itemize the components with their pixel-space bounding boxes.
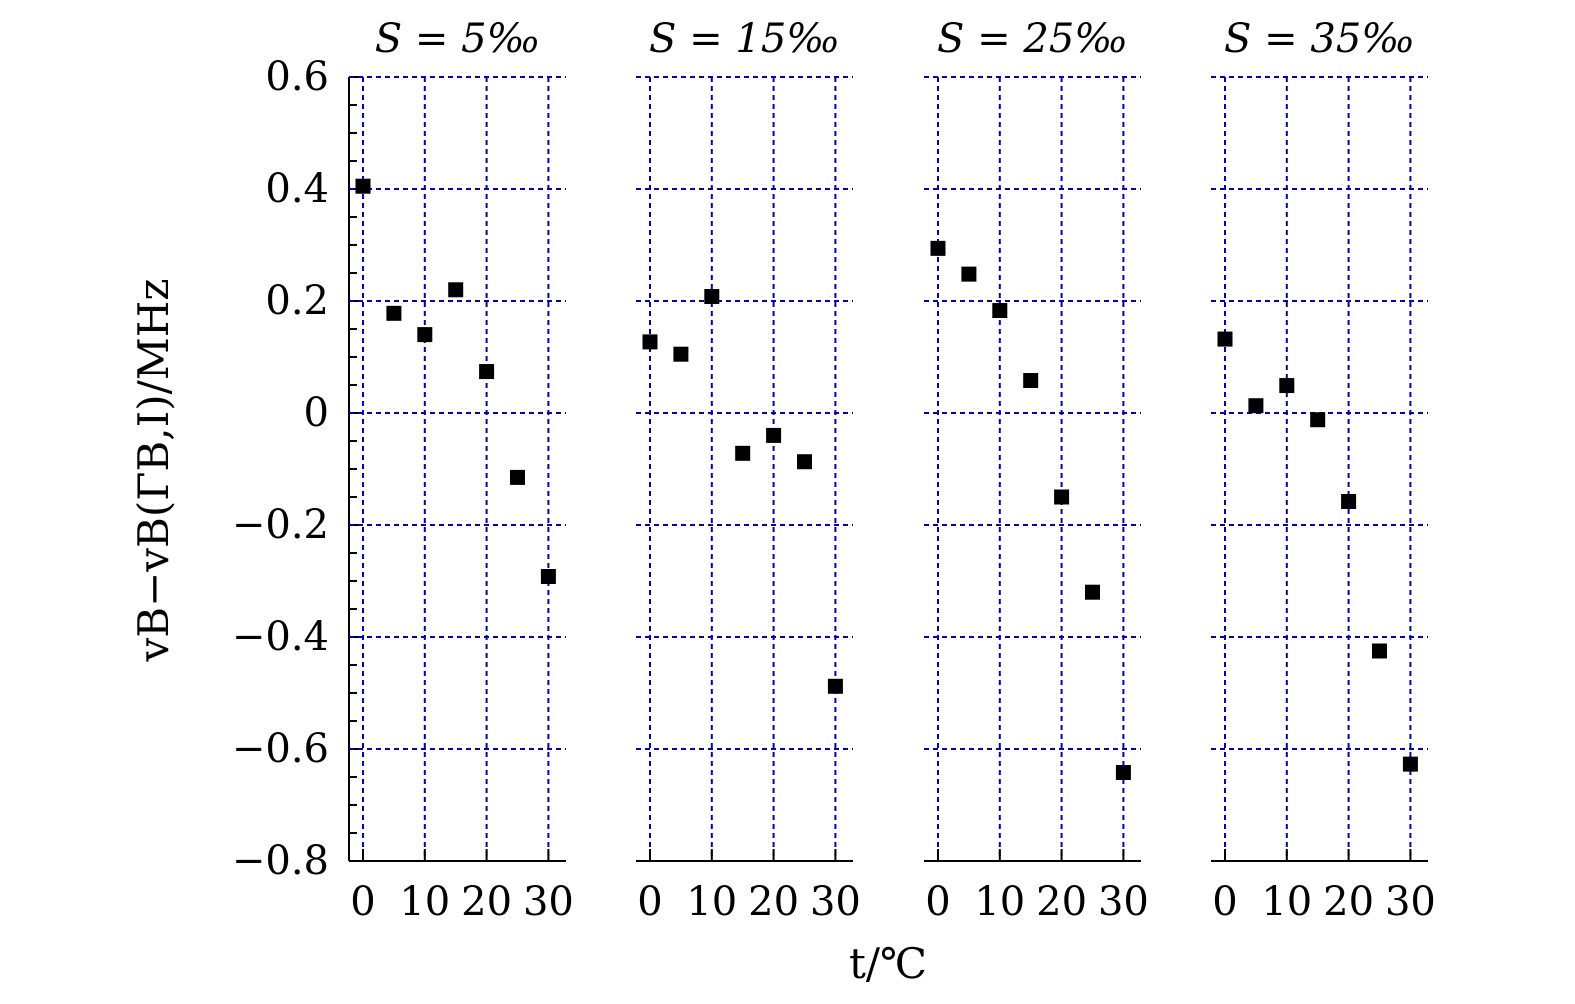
y-tick-label: 0.2 <box>265 278 329 324</box>
data-point <box>1248 398 1264 414</box>
data-point <box>797 454 812 470</box>
y-tick-label: 0.4 <box>265 166 329 212</box>
panels: 0 10 20 30S = 5‰0 10 20 30S = 15‰0 10 20 30S = 25… <box>349 16 1436 925</box>
data-point <box>510 469 525 485</box>
x-tick-label: 10 <box>974 879 1025 925</box>
data-point <box>1085 584 1100 600</box>
data-point <box>1341 493 1357 509</box>
data-point <box>1023 373 1039 389</box>
x-tick-label: 0 <box>1212 879 1237 925</box>
y-tick-label: 0.6 <box>265 54 329 100</box>
data-point <box>417 327 433 343</box>
panel-4: 0 10 20 30 S = 35‰ <box>1211 16 1436 925</box>
y-axis: 0.6 0.4 0.2 0 −0.2 −0.4 −0.6 −0.8 <box>232 54 363 884</box>
y-tick-label: −0.4 <box>232 614 329 660</box>
panel-title: S = 35‰ <box>1224 16 1415 62</box>
panel-2: 0 10 20 30 S = 15‰ <box>636 16 861 925</box>
data-point <box>642 334 658 350</box>
data-point <box>1279 378 1295 394</box>
x-tick-label: 10 <box>686 879 737 925</box>
data-point <box>448 282 464 298</box>
y-tick-label: −0.2 <box>232 502 329 548</box>
y-tick-label: −0.8 <box>232 838 329 884</box>
data-point <box>479 364 495 380</box>
x-tick-label: 30 <box>523 879 574 925</box>
data-point <box>992 303 1008 319</box>
x-tick-label: 20 <box>461 879 512 925</box>
x-tick-label: 20 <box>748 879 799 925</box>
panel-3: 0 10 20 30 S = 25‰ <box>924 16 1149 925</box>
data-point <box>704 289 720 305</box>
x-tick-label: 0 <box>637 879 662 925</box>
x-tick-label: 0 <box>350 879 375 925</box>
x-tick-label: 10 <box>1261 879 1312 925</box>
panel-title: S = 5‰ <box>375 16 540 62</box>
x-tick-label: 20 <box>1323 879 1374 925</box>
data-point <box>930 240 946 256</box>
data-point <box>766 427 782 443</box>
data-point <box>386 305 402 321</box>
data-point <box>1402 756 1418 772</box>
data-point <box>827 678 843 694</box>
data-point <box>961 266 977 282</box>
data-point <box>355 178 371 194</box>
data-point <box>673 346 689 362</box>
y-tick-label: −0.6 <box>232 726 329 772</box>
data-point <box>1115 765 1131 781</box>
data-point <box>735 445 751 461</box>
data-point <box>1054 489 1070 505</box>
x-tick-label: 0 <box>925 879 950 925</box>
x-tick-label: 30 <box>1385 879 1436 925</box>
y-tick-label: 0 <box>304 390 329 436</box>
panel-1: 0 10 20 30 S = 5‰ <box>349 16 574 925</box>
x-tick-label: 30 <box>810 879 861 925</box>
y-axis-title: vB−vB(ΓB,I)/MHz <box>129 278 178 662</box>
x-tick-label: 10 <box>399 879 450 925</box>
data-point <box>540 569 556 585</box>
panel-title: S = 15‰ <box>649 16 840 62</box>
data-point <box>1217 331 1233 347</box>
panel-title: S = 25‰ <box>937 16 1128 62</box>
data-point <box>1310 412 1326 428</box>
x-tick-label: 20 <box>1036 879 1087 925</box>
x-axis-title: t/℃ <box>849 939 927 988</box>
x-tick-label: 30 <box>1098 879 1149 925</box>
data-point <box>1372 643 1387 659</box>
